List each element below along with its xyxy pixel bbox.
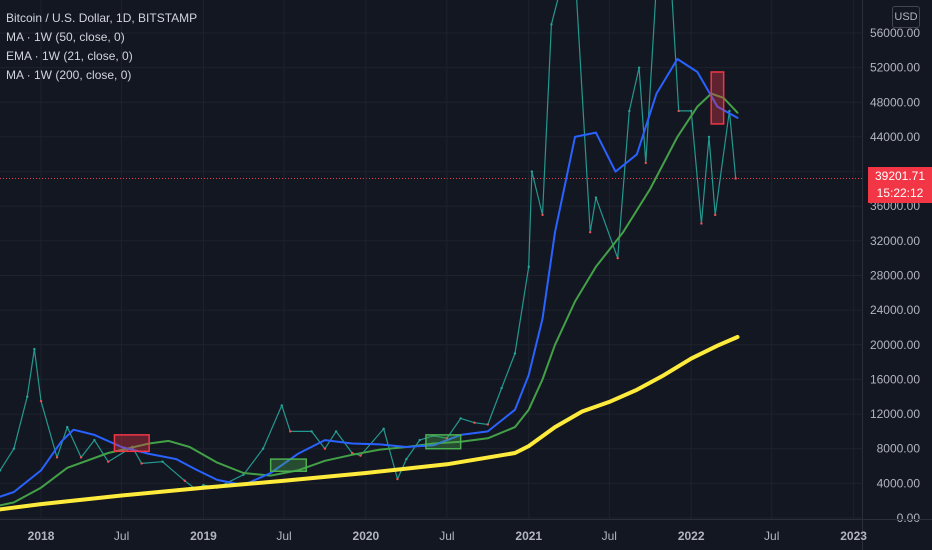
price-point bbox=[473, 421, 476, 424]
price-point bbox=[323, 447, 327, 450]
price-point bbox=[418, 438, 421, 442]
price-point bbox=[644, 161, 647, 165]
price-point bbox=[55, 456, 59, 459]
price-point bbox=[459, 417, 462, 420]
ma50-label[interactable]: MA · 1W (50, close, 0) bbox=[6, 30, 125, 44]
y-tick-label: 20000.00 bbox=[870, 338, 920, 352]
highlight-box-green bbox=[269, 458, 307, 472]
price-point bbox=[334, 430, 338, 433]
x-tick-label: 2019 bbox=[190, 529, 217, 543]
last-price-badge: 39201.71 15:22:12 bbox=[868, 167, 932, 203]
price-point bbox=[33, 347, 36, 351]
y-tick-label: 56000.00 bbox=[870, 26, 920, 40]
price-point bbox=[39, 399, 43, 403]
x-tick-label: Jul bbox=[764, 529, 779, 543]
price-point bbox=[66, 425, 69, 429]
price-point bbox=[637, 66, 641, 69]
y-tick-label: 16000.00 bbox=[870, 372, 920, 386]
price-point bbox=[310, 430, 313, 433]
price-point bbox=[405, 457, 408, 461]
price-point bbox=[359, 454, 362, 457]
chart-legend: Bitcoin / U.S. Dollar, 1D, BITSTAMP MA ·… bbox=[6, 9, 197, 85]
price-point bbox=[161, 460, 164, 463]
price-point bbox=[183, 479, 186, 482]
price-point bbox=[79, 456, 83, 459]
price-point bbox=[714, 213, 717, 217]
x-tick-label: Jul bbox=[602, 529, 617, 543]
price-point bbox=[242, 473, 245, 476]
price-point bbox=[26, 395, 29, 398]
bar-countdown: 15:22:12 bbox=[876, 186, 924, 200]
price-point bbox=[550, 23, 553, 26]
price-point bbox=[530, 170, 534, 173]
y-tick-label: 28000.00 bbox=[870, 269, 920, 283]
y-tick-label: 48000.00 bbox=[870, 95, 920, 109]
price-point bbox=[140, 462, 143, 465]
y-tick-label: 12000.00 bbox=[870, 407, 920, 421]
y-tick-label: 32000.00 bbox=[870, 234, 920, 248]
x-tick-label: 2020 bbox=[353, 529, 380, 543]
y-tick-label: 44000.00 bbox=[870, 130, 920, 144]
y-tick-label: 52000.00 bbox=[870, 61, 920, 75]
price-point bbox=[382, 427, 385, 430]
price-point bbox=[289, 430, 292, 433]
series-ma200 bbox=[0, 335, 740, 512]
price-point bbox=[261, 447, 265, 450]
price-point bbox=[350, 451, 354, 455]
price-point bbox=[396, 477, 399, 481]
series-ma50 bbox=[0, 58, 739, 498]
price-point bbox=[588, 230, 592, 234]
price-point bbox=[12, 447, 16, 450]
x-tick-label: 2018 bbox=[28, 529, 55, 543]
x-tick-label: 2023 bbox=[840, 529, 867, 543]
price-point bbox=[107, 460, 110, 463]
x-tick-label: Jul bbox=[276, 529, 291, 543]
x-tick-label: 2022 bbox=[678, 529, 705, 543]
price-point bbox=[616, 256, 619, 260]
x-tick-label: 2021 bbox=[515, 529, 542, 543]
y-tick-label: 0.00 bbox=[897, 511, 921, 525]
y-tick-label: 24000.00 bbox=[870, 303, 920, 317]
price-point bbox=[527, 265, 530, 269]
ma200-label[interactable]: MA · 1W (200, close, 0) bbox=[6, 68, 132, 82]
highlight-box-red bbox=[710, 71, 725, 125]
symbol-label[interactable]: Bitcoin / U.S. Dollar, 1D, BITSTAMP bbox=[6, 11, 198, 25]
price-point bbox=[728, 109, 731, 113]
currency-button[interactable]: USD bbox=[892, 6, 920, 28]
x-tick-label: Jul bbox=[114, 529, 129, 543]
price-point bbox=[734, 177, 737, 180]
price-point bbox=[513, 352, 517, 355]
y-tick-label: 4000.00 bbox=[877, 476, 921, 490]
price-point bbox=[0, 469, 2, 472]
x-tick-label: Jul bbox=[439, 529, 454, 543]
y-tick-label: 8000.00 bbox=[877, 442, 921, 456]
price-point bbox=[689, 109, 693, 113]
price-point bbox=[280, 404, 283, 407]
price-point bbox=[707, 135, 711, 139]
price-point bbox=[700, 222, 703, 225]
price-point bbox=[500, 386, 503, 390]
highlight-box-red bbox=[113, 434, 150, 453]
highlight-box-green bbox=[425, 434, 462, 450]
last-price-value: 39201.71 bbox=[874, 169, 926, 183]
ema21-label[interactable]: EMA · 1W (21, close, 0) bbox=[6, 49, 133, 63]
price-point bbox=[628, 109, 631, 113]
price-point bbox=[541, 213, 544, 217]
series-ema21 bbox=[0, 92, 739, 507]
price-point bbox=[594, 196, 598, 199]
price-point bbox=[677, 109, 680, 113]
price-point bbox=[486, 423, 490, 426]
price-point bbox=[93, 438, 96, 442]
